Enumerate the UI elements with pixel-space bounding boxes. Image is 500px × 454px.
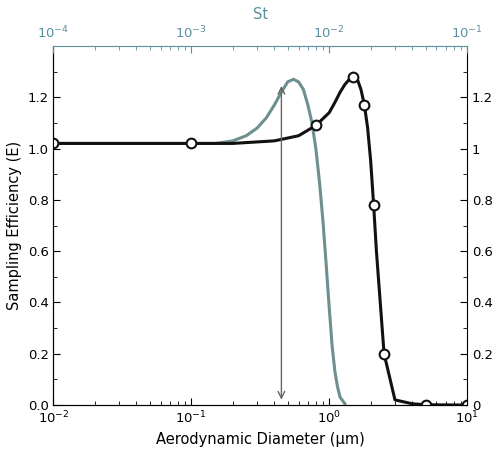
X-axis label: St: St: [252, 7, 268, 22]
Y-axis label: Sampling Efficiency (E): Sampling Efficiency (E): [7, 141, 22, 310]
X-axis label: Aerodynamic Diameter (μm): Aerodynamic Diameter (μm): [156, 432, 364, 447]
